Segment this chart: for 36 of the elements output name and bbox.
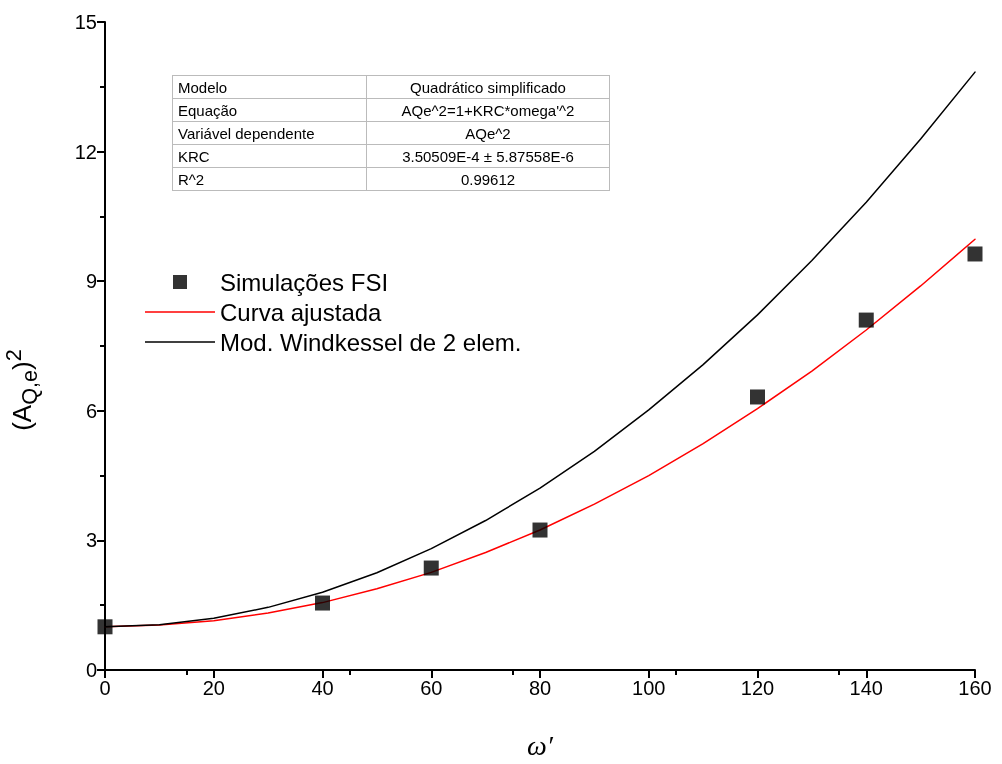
point	[750, 389, 765, 405]
annotation: AQe^2=1+KRC*omega'^2	[366, 98, 610, 122]
annotation: AQe^2	[366, 121, 610, 145]
x-tick-label: 140	[849, 677, 883, 699]
annotation: Quadrático simplificado	[366, 75, 610, 99]
x-tick-label: 160	[958, 677, 992, 699]
annotation: Modelo	[172, 75, 367, 99]
y-tick-label: 6	[85, 399, 97, 422]
x-tick-label: 120	[740, 677, 775, 699]
point	[423, 560, 439, 576]
x-tick-label: 20	[202, 677, 225, 699]
point	[315, 595, 330, 611]
legend-label: Simulações FSI	[220, 268, 389, 296]
annotation: Equação	[172, 98, 367, 122]
x-tick-label: 80	[528, 677, 552, 699]
annotation: R^2	[172, 167, 367, 191]
y-tick-label: 15	[74, 11, 97, 33]
legend-label: Curva ajustada	[220, 298, 383, 326]
point	[97, 619, 113, 635]
x-tick-label: 40	[311, 677, 334, 699]
annotation: KRC	[172, 144, 367, 168]
y-tick-label: 0	[85, 659, 97, 681]
x-tick-label: 100	[632, 677, 666, 699]
point	[858, 312, 874, 328]
x-axis-title: ω′	[527, 730, 553, 762]
point	[967, 246, 983, 262]
x-tick-label: 0	[99, 677, 111, 699]
x-tick-label: 60	[420, 677, 443, 699]
legend-label: Mod. Windkessel de 2 elem.	[220, 328, 522, 356]
annotation: 0.99612	[366, 167, 610, 191]
y-tick-label: 9	[85, 270, 97, 293]
point	[532, 522, 548, 538]
y-tick-label: 3	[85, 529, 97, 552]
annotation: 3.50509E-4 ± 5.87558E-6	[366, 144, 610, 168]
annotation: Variável dependente	[172, 121, 367, 145]
y-tick-label: 12	[74, 140, 97, 163]
